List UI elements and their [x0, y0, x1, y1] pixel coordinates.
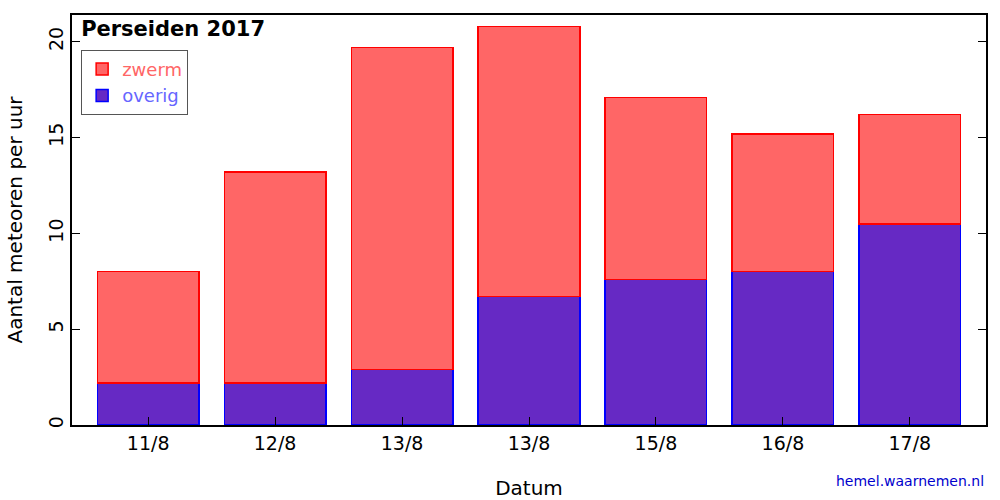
svg-text:15/8: 15/8	[635, 432, 678, 454]
svg-text:17/8: 17/8	[888, 432, 931, 454]
svg-text:11/8: 11/8	[127, 432, 170, 454]
svg-text:10: 10	[45, 218, 67, 242]
svg-text:13/8: 13/8	[381, 432, 424, 454]
svg-text:20: 20	[45, 27, 67, 51]
svg-text:overig: overig	[122, 85, 179, 106]
svg-text:Aantal meteoren per uur: Aantal meteoren per uur	[3, 96, 27, 344]
svg-text:Datum: Datum	[495, 476, 563, 500]
svg-text:13/8: 13/8	[508, 432, 551, 454]
svg-text:5: 5	[45, 320, 67, 332]
svg-text:16/8: 16/8	[762, 432, 805, 454]
svg-text:zwerm: zwerm	[122, 59, 182, 80]
svg-text:15: 15	[45, 123, 67, 147]
svg-text:Perseiden 2017: Perseiden 2017	[81, 17, 265, 41]
svg-text:12/8: 12/8	[254, 432, 297, 454]
svg-text:hemel.waarnemen.nl: hemel.waarnemen.nl	[836, 473, 984, 489]
svg-text:0: 0	[45, 416, 67, 428]
